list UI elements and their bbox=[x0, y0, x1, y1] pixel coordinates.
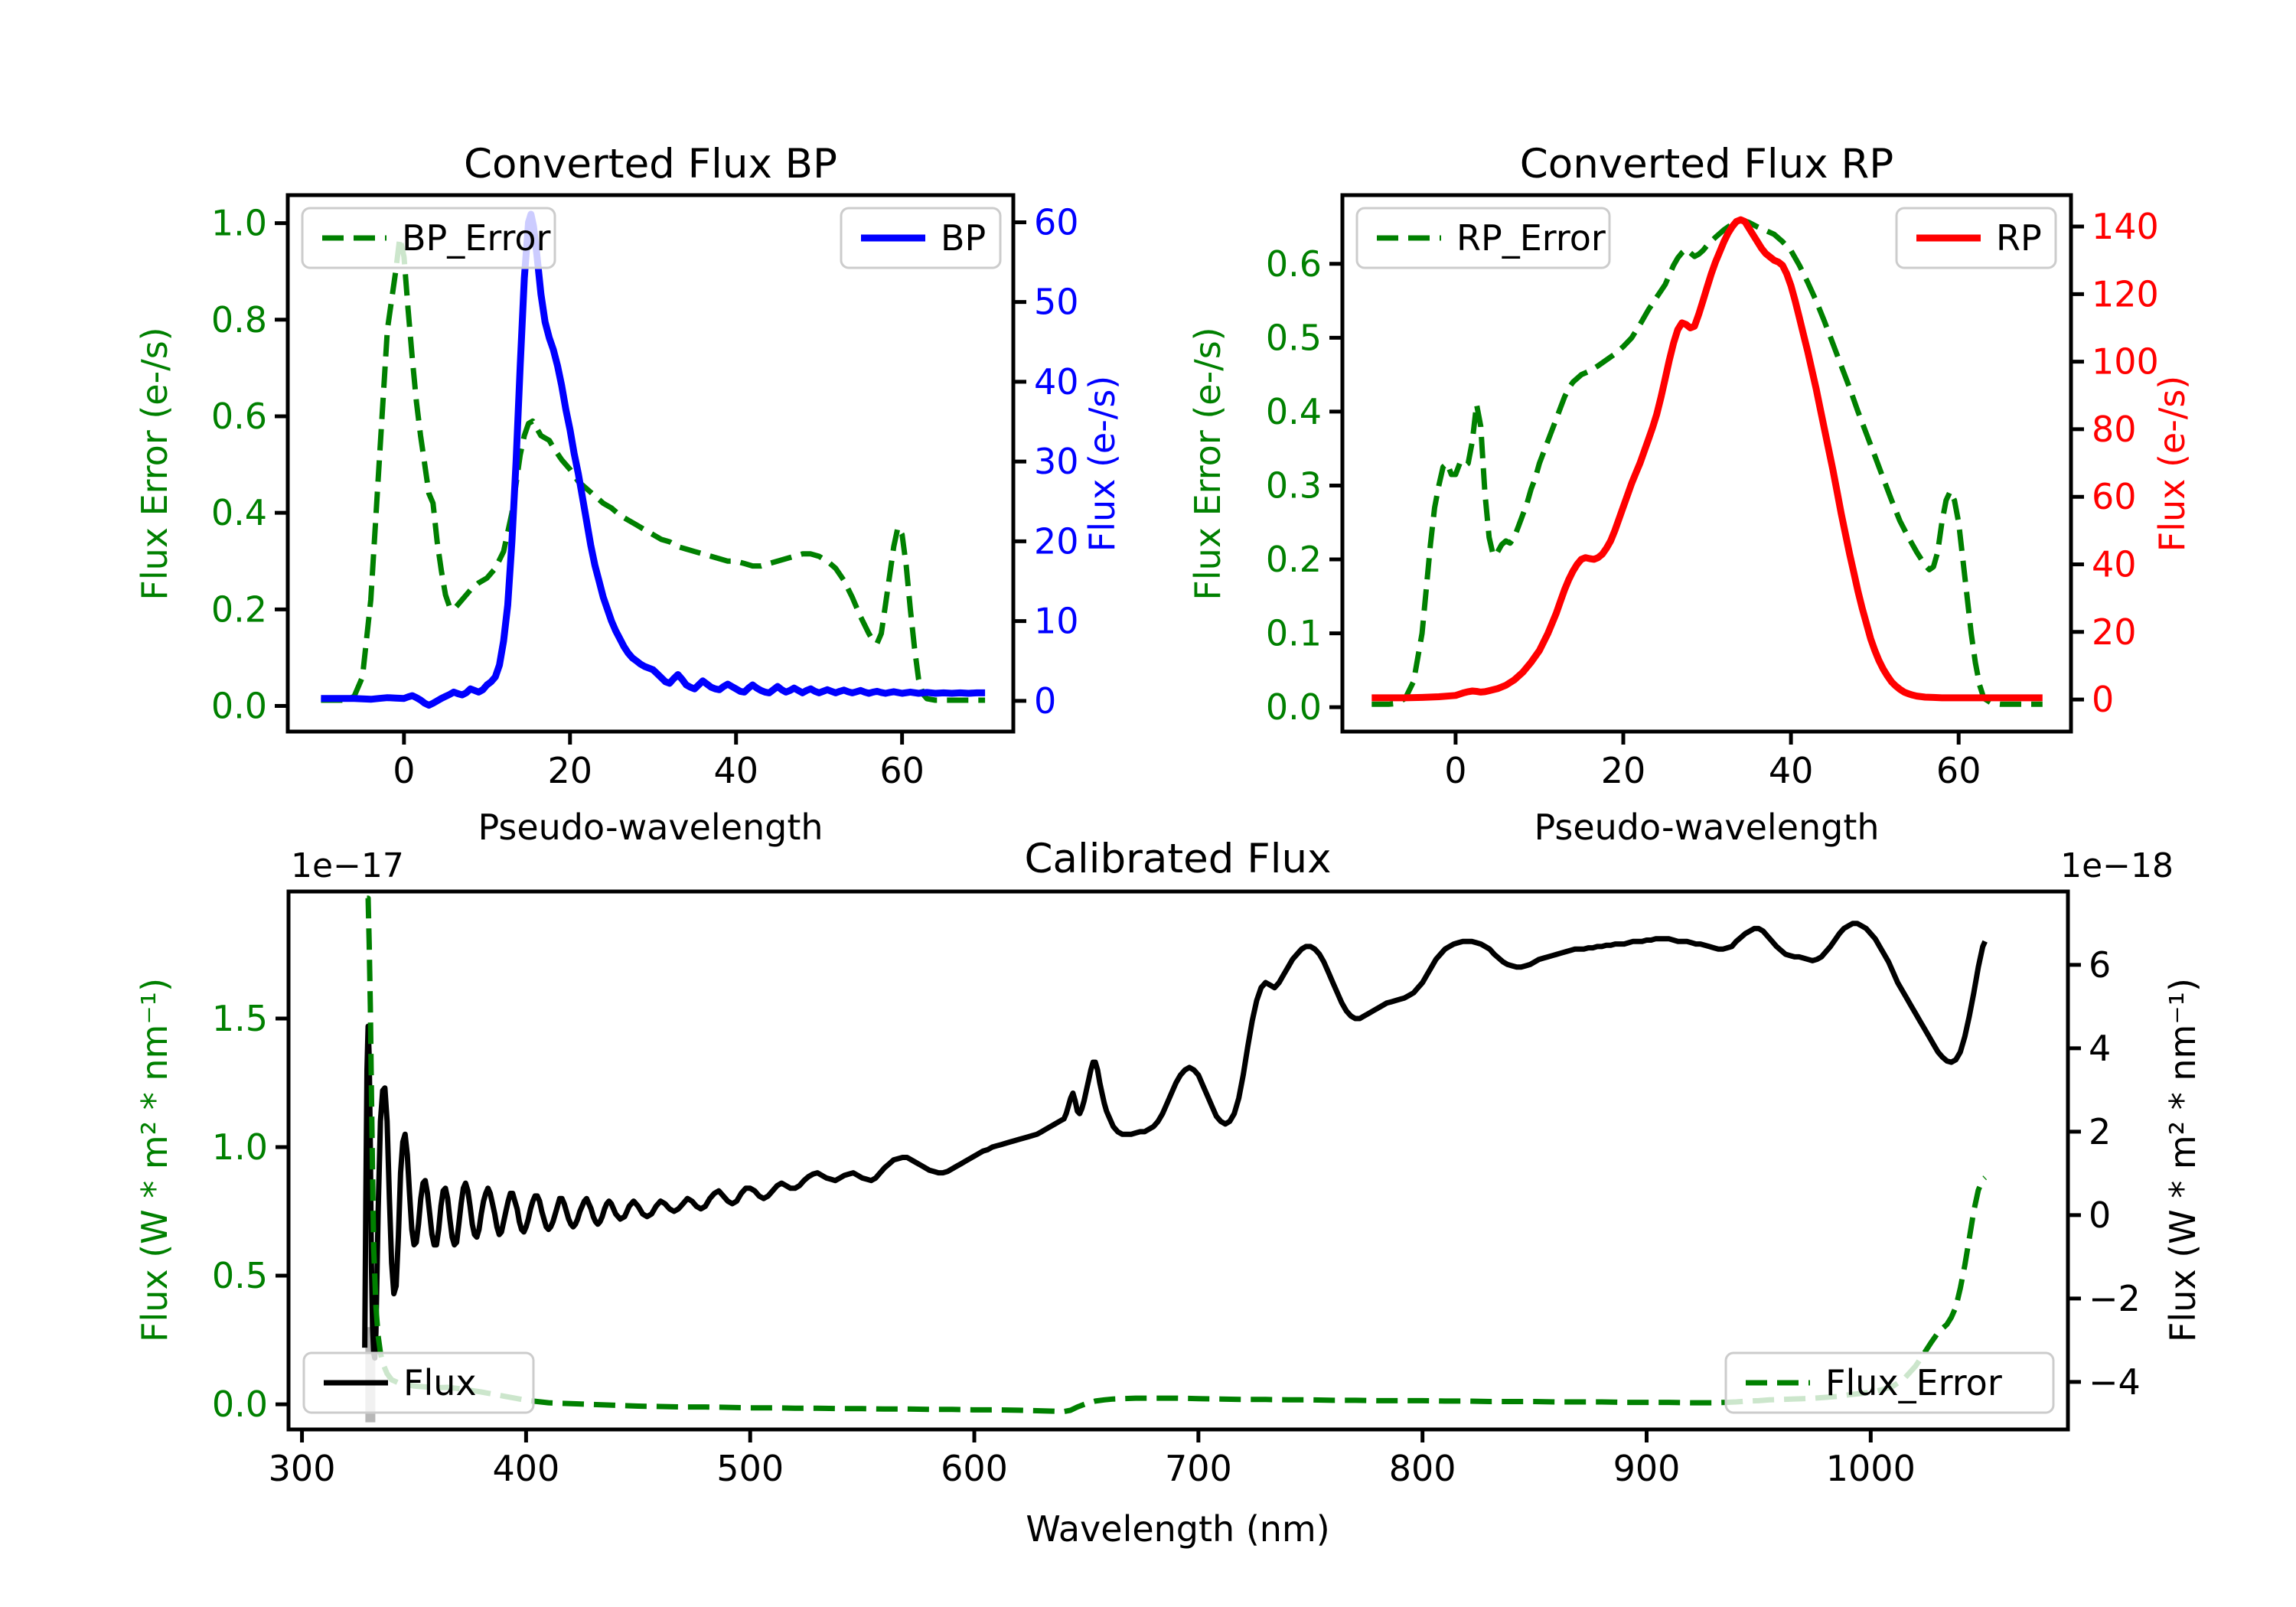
legend-flux-error-label: Flux_Error bbox=[1825, 1362, 2002, 1403]
x-tick-label: 400 bbox=[492, 1448, 559, 1489]
y-right-tick-label: 50 bbox=[1034, 282, 1079, 323]
y-left-tick-label: 1.0 bbox=[212, 1126, 268, 1168]
y-right-tick-label: 4 bbox=[2089, 1028, 2111, 1069]
y-left-tick-label: 0.5 bbox=[1266, 317, 1322, 358]
series-BP_Error bbox=[321, 235, 986, 703]
x-tick-label: 0 bbox=[1444, 750, 1466, 791]
axes-spines-1 bbox=[1340, 193, 2073, 734]
offset-1e-18: 1e−18 bbox=[2060, 846, 2174, 885]
y-right-tick-label: 60 bbox=[2092, 476, 2137, 517]
legend-flux-label: Flux bbox=[403, 1362, 477, 1403]
y-right-tick-label: −2 bbox=[2089, 1278, 2141, 1319]
xlabel-rp-pseudo-wavelength: Pseudo-wavelength bbox=[1534, 807, 1879, 848]
legend-flux: Flux bbox=[302, 1351, 535, 1414]
title-converted-flux-bp: Converted Flux BP bbox=[464, 141, 837, 187]
y-left-tick-label: 0.3 bbox=[1266, 464, 1322, 506]
y-right-tick-label: 80 bbox=[2092, 409, 2137, 450]
y-right-tick-label: 40 bbox=[2092, 543, 2137, 585]
legend-bp: BP bbox=[840, 207, 1002, 269]
x-tick-label: 700 bbox=[1165, 1448, 1232, 1489]
x-tick-label: 500 bbox=[716, 1448, 784, 1489]
x-tick-label: 40 bbox=[1769, 750, 1814, 791]
axes-spines-2 bbox=[286, 889, 2070, 1432]
x-tick-label: 600 bbox=[941, 1448, 1008, 1489]
y-right-tick-label: 20 bbox=[2092, 611, 2137, 653]
legend-flux-box bbox=[302, 1351, 535, 1414]
legend-flux-error-box bbox=[1724, 1351, 2055, 1414]
y-right-tick-label: 140 bbox=[2092, 206, 2159, 247]
y-right-tick-label: 30 bbox=[1034, 441, 1079, 482]
y-left-tick-label: 1.5 bbox=[212, 998, 268, 1039]
ylabel-cal-flux-right: Flux (W * m² * nm⁻¹) bbox=[2162, 978, 2203, 1342]
y-right-tick-label: 0 bbox=[1034, 680, 1056, 722]
y-left-tick-label: 0.6 bbox=[211, 396, 267, 437]
y-right-tick-label: 20 bbox=[1034, 520, 1079, 562]
y-left-tick-label: 0.0 bbox=[211, 686, 267, 727]
overlay-layer: Converted Flux BP Converted Flux RP Cali… bbox=[134, 141, 2203, 1550]
y-right-tick-label: 100 bbox=[2092, 341, 2159, 383]
x-tick-label: 1000 bbox=[1826, 1448, 1916, 1489]
ylabel-rp-flux: Flux (e-/s) bbox=[2151, 376, 2193, 553]
ylabel-cal-flux-left: Flux (W * m² * nm⁻¹) bbox=[134, 978, 175, 1342]
x-tick-label: 0 bbox=[393, 750, 415, 791]
x-tick-label: 40 bbox=[713, 750, 758, 791]
y-left-tick-label: 0.5 bbox=[212, 1255, 268, 1296]
x-tick-label: 20 bbox=[548, 750, 593, 791]
series-Flux bbox=[362, 921, 1988, 1361]
title-converted-flux-rp: Converted Flux RP bbox=[1520, 141, 1893, 187]
y-left-tick-label: 0.2 bbox=[211, 588, 267, 630]
legend-flux-error: Flux_Error bbox=[1724, 1351, 2055, 1414]
y-left-tick-label: 0.2 bbox=[1266, 539, 1322, 580]
x-tick-label: 20 bbox=[1601, 750, 1646, 791]
x-tick-label: 60 bbox=[1936, 750, 1981, 791]
legend-bp-error-label: BP_Error bbox=[402, 217, 551, 259]
y-left-tick-label: 0.0 bbox=[1266, 686, 1322, 728]
xlabel-bp-pseudo-wavelength: Pseudo-wavelength bbox=[478, 807, 823, 848]
subplot-0: 0 20 40 60 0.0 0.2 0.4 0.6 0.8 1.0 0 10 20 30 40 50 60 bbox=[211, 193, 1079, 791]
y-right-tick-label: 6 bbox=[2089, 944, 2111, 986]
y-left-tick-label: 0.8 bbox=[211, 299, 267, 341]
y-right-tick-label: 0 bbox=[2092, 679, 2114, 720]
y-left-tick-label: 0.4 bbox=[1266, 391, 1322, 432]
subplot-1: 0 20 40 60 0.0 0.1 0.2 0.3 0.4 0.5 0.6 0 20 40 60 80 100… bbox=[1266, 193, 2159, 791]
y-right-tick-label: −4 bbox=[2089, 1361, 2141, 1403]
y-left-tick-label: 0.6 bbox=[1266, 243, 1322, 285]
series-RP_Error bbox=[1371, 217, 2043, 707]
y-right-tick-label: 2 bbox=[2089, 1111, 2111, 1152]
legend-rp-error: RP_Error bbox=[1355, 207, 1611, 269]
y-left-tick-label: 0.0 bbox=[212, 1384, 268, 1425]
ylabel-bp-flux-error: Flux Error (e-/s) bbox=[134, 327, 175, 600]
y-right-tick-label: 0 bbox=[2089, 1195, 2111, 1236]
x-tick-label: 900 bbox=[1613, 1448, 1681, 1489]
series-BP bbox=[321, 210, 986, 709]
y-left-tick-label: 1.0 bbox=[211, 203, 267, 244]
y-left-tick-label: 0.4 bbox=[211, 492, 267, 533]
title-calibrated-flux: Calibrated Flux bbox=[1025, 836, 1332, 882]
y-left-tick-label: 0.1 bbox=[1266, 613, 1322, 654]
y-right-tick-label: 60 bbox=[1034, 201, 1079, 243]
x-tick-label: 60 bbox=[879, 750, 925, 791]
legend-rp-error-label: RP_Error bbox=[1456, 217, 1606, 259]
legend-rp-error-box bbox=[1355, 207, 1611, 269]
legend-rp-label: RP bbox=[1996, 217, 2042, 259]
x-tick-label: 800 bbox=[1389, 1448, 1456, 1489]
series-Flux_Error bbox=[365, 895, 1988, 1415]
legend-bp-label: BP bbox=[941, 217, 986, 259]
legend-rp: RP bbox=[1895, 207, 2057, 269]
x-tick-label: 300 bbox=[269, 1448, 336, 1489]
offset-1e-17: 1e−17 bbox=[291, 846, 404, 885]
ylabel-rp-flux-error: Flux Error (e-/s) bbox=[1187, 327, 1228, 600]
legend-bp-error-box bbox=[301, 207, 556, 269]
series-RP bbox=[1371, 216, 2043, 702]
legend-bp-error: BP_Error bbox=[301, 207, 556, 269]
ylabel-bp-flux: Flux (e-/s) bbox=[1081, 376, 1123, 553]
y-right-tick-label: 10 bbox=[1034, 601, 1079, 642]
y-right-tick-label: 120 bbox=[2092, 273, 2159, 315]
xlabel-cal-wavelength-nm: Wavelength (nm) bbox=[1026, 1508, 1329, 1550]
y-right-tick-label: 40 bbox=[1034, 361, 1079, 403]
